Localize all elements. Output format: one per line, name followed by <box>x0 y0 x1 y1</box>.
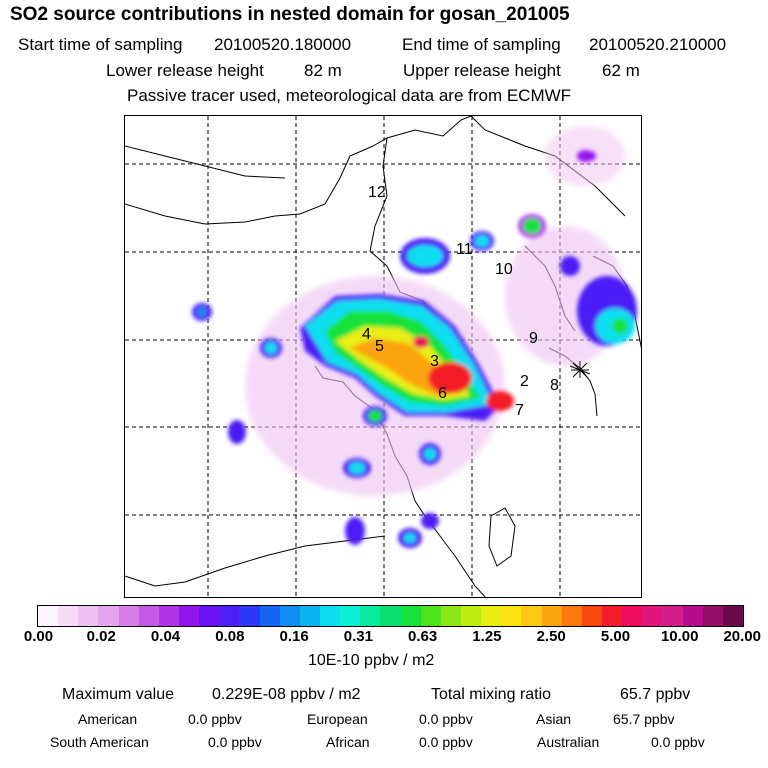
region-american-label: American <box>78 711 138 727</box>
colorbar-swatch <box>158 606 179 626</box>
region-label-5: 5 <box>375 338 384 355</box>
colorbar-swatch <box>662 606 683 626</box>
colorbar-swatch <box>601 606 623 626</box>
region-african-label: African <box>326 734 370 750</box>
colorbar-swatch <box>299 606 320 626</box>
colorbar-swatch <box>98 606 119 626</box>
total-mixing-value: 65.7 ppbv <box>620 686 691 703</box>
colorbar-tick-label: 20.00 <box>723 628 761 645</box>
colorbar-swatch <box>360 606 381 626</box>
end-time-value: 20100520.210000 <box>589 35 727 54</box>
colorbar-swatch <box>138 606 159 626</box>
colorbar-swatch <box>581 606 602 626</box>
colorbar-swatch <box>682 606 703 626</box>
region-label-10: 10 <box>495 261 513 278</box>
region-label-2: 2 <box>520 373 529 390</box>
region-asian-value: 65.7 ppbv <box>613 711 675 727</box>
lower-release-label: Lower release height <box>106 61 264 80</box>
colorbar-tick-label: 2.50 <box>536 628 566 645</box>
region-european-label: European <box>307 711 368 727</box>
page-title: SO2 source contributions in nested domai… <box>10 4 570 25</box>
upper-release-value: 62 m <box>602 61 640 80</box>
colorbar-swatch <box>642 606 663 626</box>
region-american-value: 0.0 ppbv <box>188 711 242 727</box>
lower-release-value: 82 m <box>304 61 342 80</box>
colorbar-swatch <box>702 606 723 626</box>
concentration-field <box>192 126 637 548</box>
region-label-3: 3 <box>430 353 439 370</box>
max-value: 0.229E-08 ppbv / m2 <box>212 686 361 703</box>
region-label-11: 11 <box>456 241 473 258</box>
colorbar-swatch <box>460 606 482 626</box>
region-label-6: 6 <box>438 385 447 402</box>
region-label-8: 8 <box>550 377 559 394</box>
region-south-american-value: 0.0 ppbv <box>208 734 262 750</box>
region-label-9: 9 <box>529 330 538 347</box>
colorbar-swatch <box>78 606 99 626</box>
colorbar-swatch <box>259 606 280 626</box>
region-australian-label: Australian <box>537 734 600 750</box>
colorbar-swatch <box>400 606 421 626</box>
colorbar-swatch <box>340 606 361 626</box>
colorbar-tick-label: 0.31 <box>343 628 373 645</box>
start-time-label: Start time of sampling <box>18 35 183 54</box>
region-european-value: 0.0 ppbv <box>419 711 473 727</box>
colorbar-tick-label: 5.00 <box>600 628 631 645</box>
region-south-american-label: South American <box>50 734 149 750</box>
colorbar-swatch <box>239 606 260 626</box>
colorbar-swatch <box>501 606 522 626</box>
upper-release-label: Upper release height <box>403 61 561 80</box>
colorbar-swatch <box>319 606 341 626</box>
colorbar-tick-label: 10.00 <box>660 628 699 645</box>
colorbar-swatch <box>279 606 300 626</box>
colorbar-swatch <box>440 606 461 626</box>
colorbar-swatch <box>521 606 542 626</box>
colorbar-swatch <box>541 606 562 626</box>
colorbar-swatch <box>118 606 139 626</box>
colorbar-swatch <box>420 606 441 626</box>
max-value-label: Maximum value <box>62 686 175 703</box>
colorbar-swatch <box>481 606 502 626</box>
colorbar-swatch <box>38 606 59 626</box>
region-african-value: 0.0 ppbv <box>419 734 473 750</box>
map-panel: 12 11 10 9 4 5 3 2 8 6 7 <box>124 115 642 598</box>
end-time-label: End time of sampling <box>402 35 561 54</box>
colorbar-tick-label: 0.02 <box>86 628 116 645</box>
colorbar-swatch <box>178 606 200 626</box>
region-asian-label: Asian <box>536 711 572 727</box>
colorbar-swatch <box>722 606 743 626</box>
colorbar-swatch <box>380 606 401 626</box>
colorbar-units: 10E-10 ppbv / m2 <box>308 652 435 669</box>
colorbar-tick-label: 0.16 <box>279 628 309 645</box>
region-label-12: 12 <box>368 184 386 201</box>
colorbar-tick-label: 0.08 <box>215 628 245 645</box>
receptor-star-icon <box>569 361 591 378</box>
colorbar-swatch <box>219 606 240 626</box>
colorbar-swatch <box>561 606 582 626</box>
region-australian-value: 0.0 ppbv <box>651 734 705 750</box>
total-mixing-label: Total mixing ratio <box>431 686 552 703</box>
colorbar-tick-label: 0.63 <box>408 628 438 645</box>
start-time-value: 20100520.180000 <box>214 35 352 54</box>
method-note: Passive tracer used, meteorological data… <box>127 86 572 105</box>
colorbar-tick-label: 0.00 <box>23 628 54 645</box>
colorbar-swatch <box>58 606 79 626</box>
colorbar <box>37 605 744 627</box>
colorbar-tick-label: 0.04 <box>150 628 181 645</box>
region-label-4: 4 <box>362 326 371 343</box>
map-canvas: 12 11 10 9 4 5 3 2 8 6 7 <box>125 116 641 597</box>
region-label-7: 7 <box>515 402 524 419</box>
colorbar-swatch <box>622 606 643 626</box>
colorbar-swatch <box>199 606 220 626</box>
colorbar-tick-label: 1.25 <box>472 628 502 645</box>
